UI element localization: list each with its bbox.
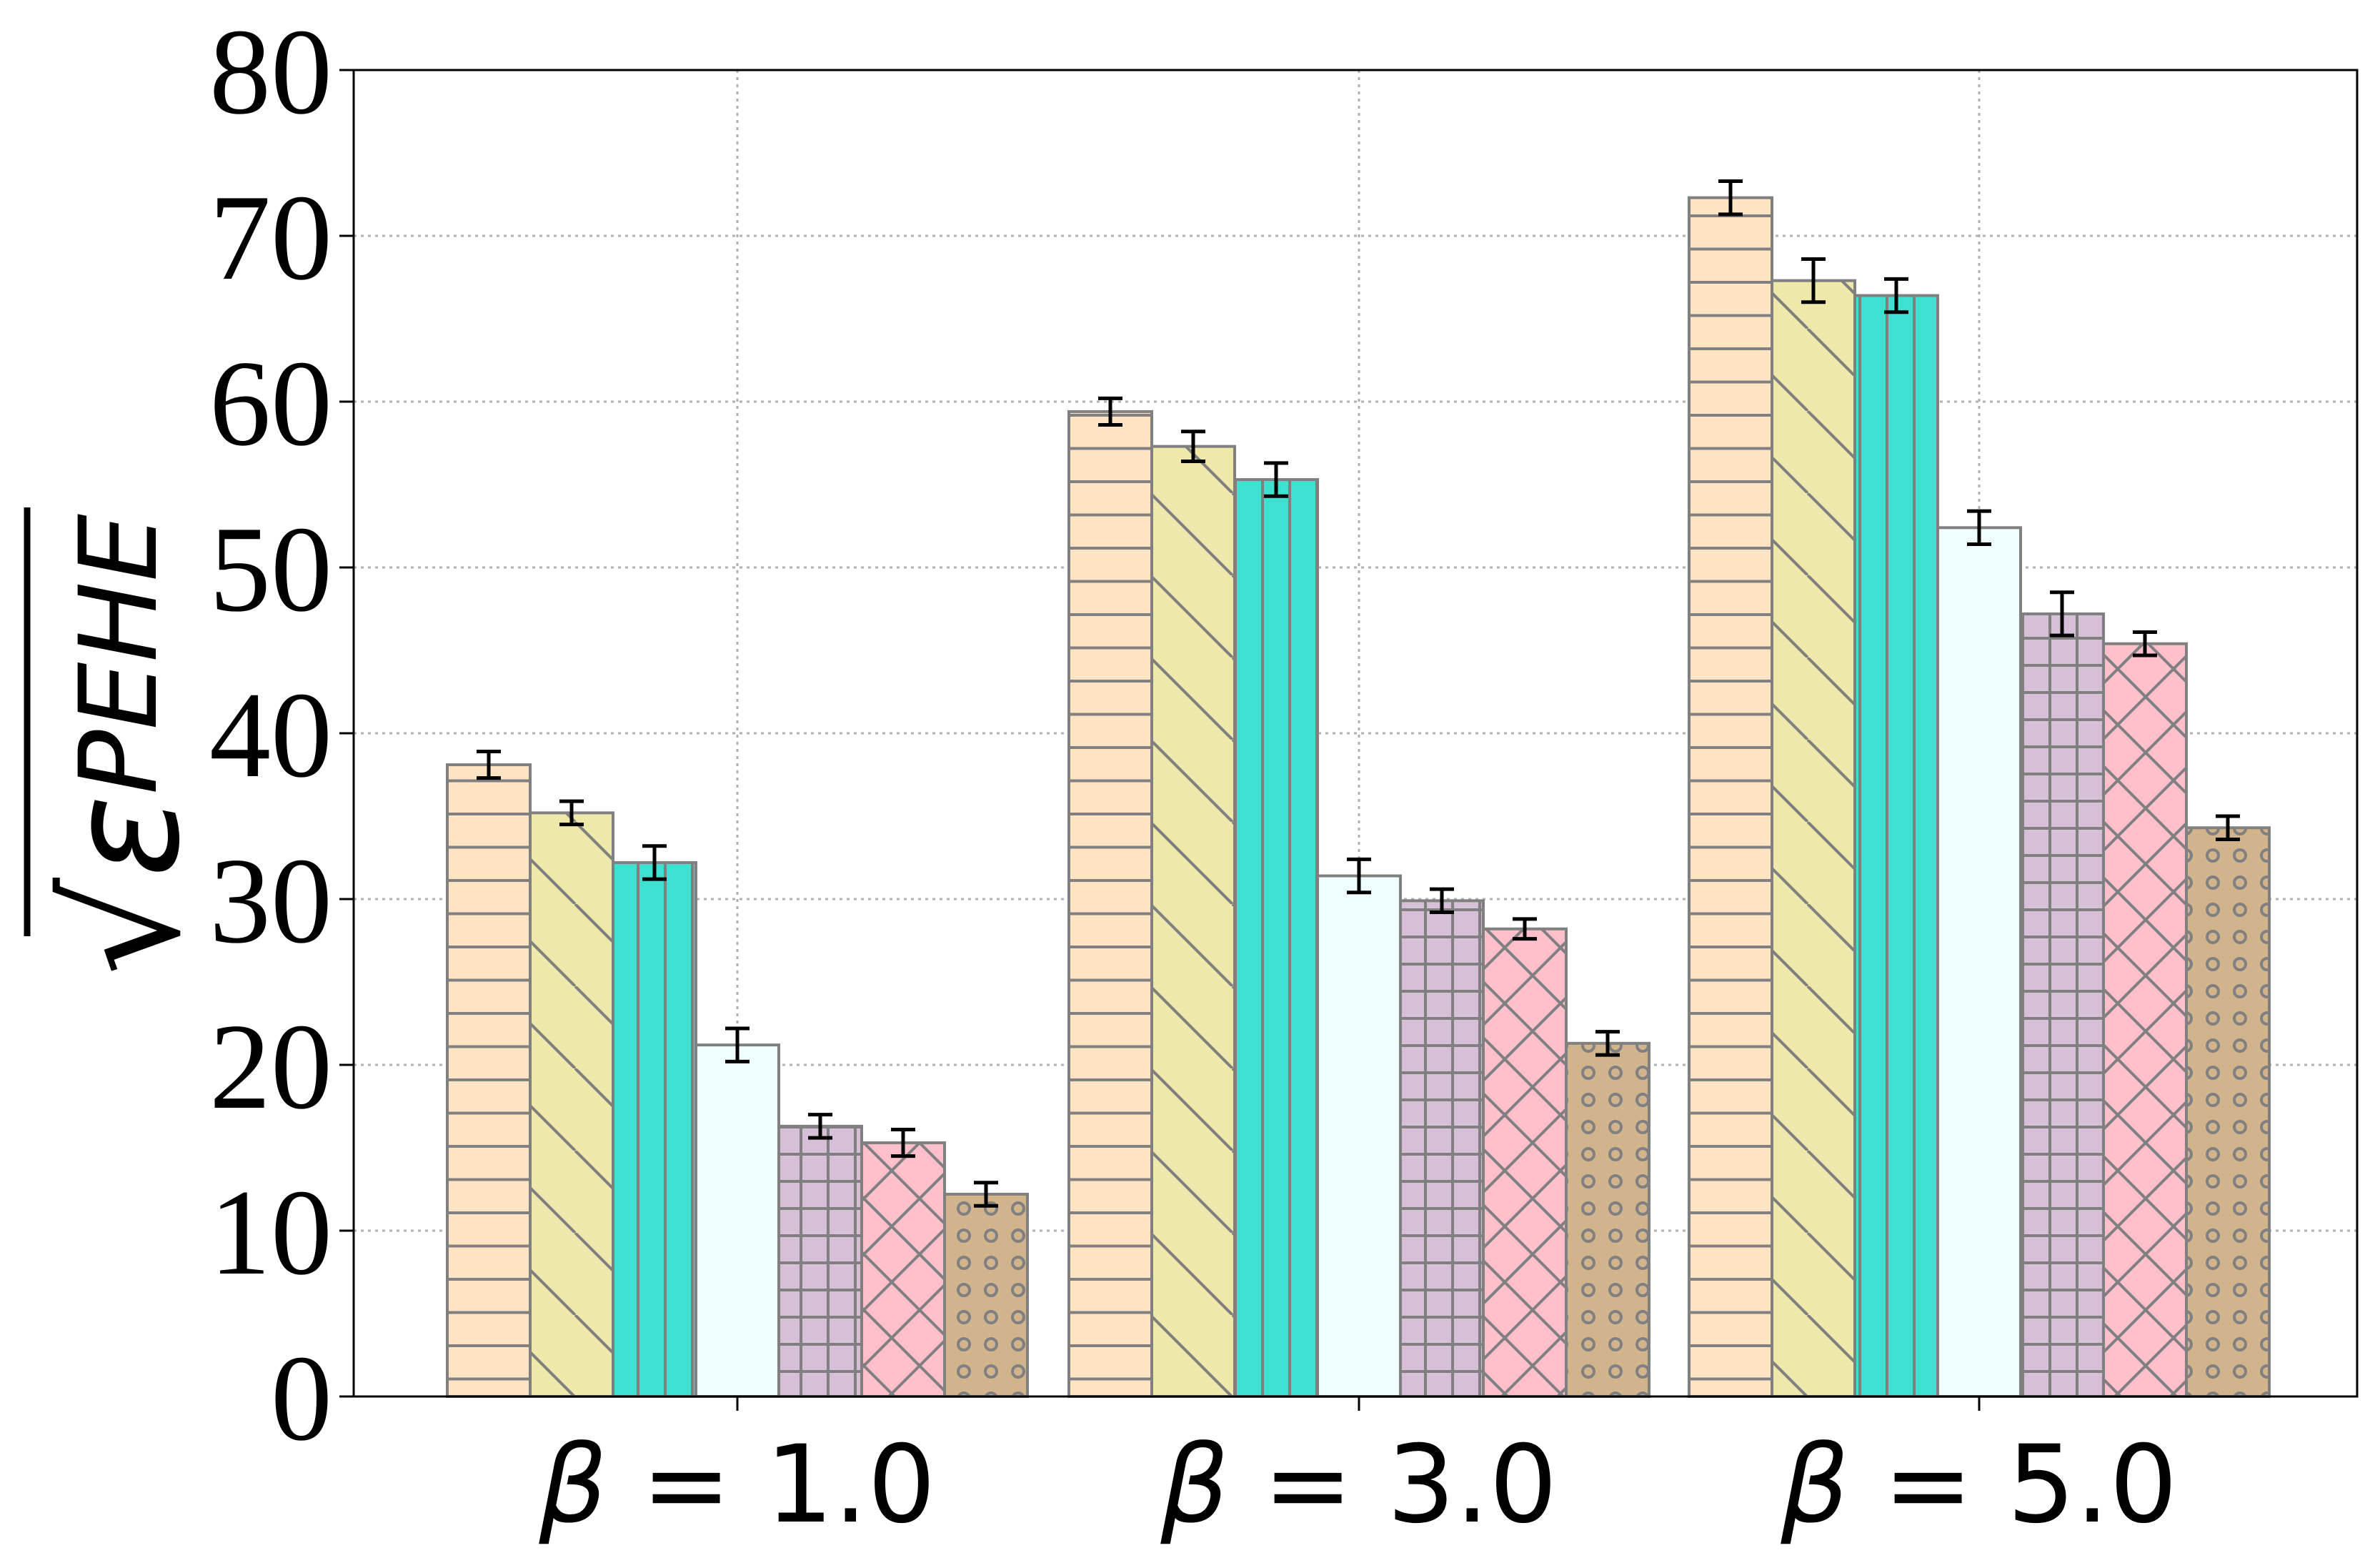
y-tick-label: 70 <box>209 170 332 306</box>
bar-hatch <box>2103 643 2186 1396</box>
y-axis-label-radical: √ <box>34 878 214 976</box>
y-axis-label-symbol: ε <box>34 795 214 878</box>
bar-fill <box>1938 527 2021 1396</box>
y-tick-label: 60 <box>209 336 332 472</box>
x-tick-label: β = 5.0 <box>1780 1423 2177 1547</box>
bar-hatch <box>1400 900 1483 1396</box>
y-axis-label: √εPEHE <box>24 507 214 976</box>
bar-hatch <box>779 1126 862 1396</box>
x-tick-value: = 3.0 <box>1229 1423 1558 1547</box>
error-bars-layer <box>477 179 2240 1208</box>
y-ticks: 0 10 20 30 40 50 60 70 80 <box>209 4 354 1467</box>
bar-hatch <box>2021 613 2103 1397</box>
bar-hatch <box>2186 828 2269 1396</box>
x-tick-value: = 1.0 <box>607 1423 936 1547</box>
bar-hatch <box>1566 1043 1649 1396</box>
x-tick-greek: β <box>1780 1423 1849 1547</box>
bar-hatch <box>1772 280 1855 1396</box>
y-tick-label: 20 <box>209 999 332 1135</box>
x-tick-label: β = 1.0 <box>538 1423 935 1547</box>
bar-hatch <box>1855 295 1938 1396</box>
x-tick-greek: β <box>1160 1423 1229 1547</box>
y-tick-label: 50 <box>209 502 332 637</box>
y-tick-label: 80 <box>209 4 332 140</box>
bar-hatch <box>1689 197 1772 1396</box>
bar-hatch <box>862 1143 945 1396</box>
bar-hatch <box>447 765 530 1396</box>
x-tick-value: = 5.0 <box>1849 1423 2178 1547</box>
x-tick-greek: β <box>538 1423 607 1547</box>
bar-hatch <box>530 813 613 1396</box>
bar-fill <box>696 1045 779 1396</box>
y-axis-label-text: √εPEHE <box>34 514 214 976</box>
bar-hatch <box>1235 480 1318 1396</box>
y-axis-label-subscript: PEHE <box>57 514 181 795</box>
bar-hatch <box>945 1194 1027 1396</box>
x-tick-label: β = 3.0 <box>1160 1423 1557 1547</box>
x-ticks: β = 1.0 β = 3.0 β = 5.0 <box>538 1396 2178 1547</box>
y-tick-label: 10 <box>209 1165 332 1301</box>
bar-hatch <box>1152 446 1235 1396</box>
y-tick-label: 0 <box>271 1331 332 1467</box>
y-tick-label: 30 <box>209 833 332 969</box>
bars-layer <box>446 196 2271 1399</box>
bar-hatch <box>613 862 696 1396</box>
bar-fill <box>1318 875 1400 1396</box>
bar-hatch <box>1069 411 1152 1397</box>
bar-hatch <box>1483 928 1566 1396</box>
y-tick-label: 40 <box>209 668 332 803</box>
